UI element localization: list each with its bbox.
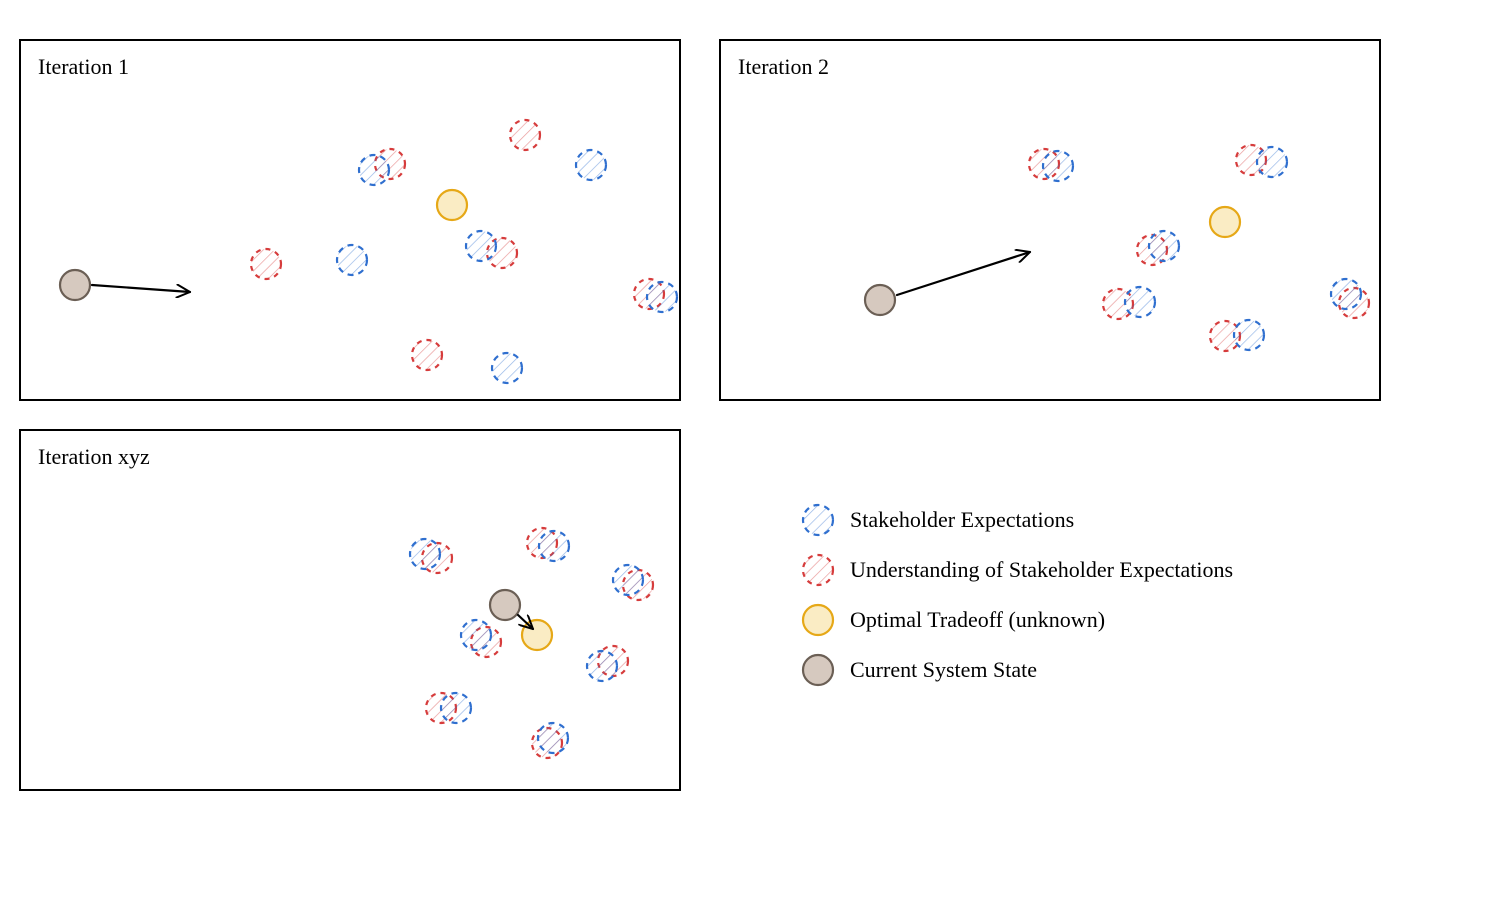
panel-iter2: Iteration 2 xyxy=(720,40,1380,400)
panel-frame xyxy=(720,40,1380,400)
panel-title: Iteration xyz xyxy=(38,444,150,469)
panel-frame xyxy=(20,40,680,400)
legend: Stakeholder Expectations Understanding of… xyxy=(803,505,1233,685)
legend-current-label: Current System State xyxy=(850,657,1037,682)
panel-title: Iteration 1 xyxy=(38,54,129,79)
legend-stakeholder-label: Stakeholder Expectations xyxy=(850,507,1074,532)
panel-title: Iteration 2 xyxy=(738,54,829,79)
panel-frame xyxy=(20,430,680,790)
panel-iter1: Iteration 1 xyxy=(20,40,680,400)
legend-optimal-label: Optimal Tradeoff (unknown) xyxy=(850,607,1105,632)
diagram-canvas: Iteration 1 Iteration 2 Iteration xyz Stake… xyxy=(0,0,1500,900)
legend-understanding-label: Understanding of Stakeholder Expectation… xyxy=(850,557,1233,582)
panel-iterxyz: Iteration xyz xyxy=(20,430,680,790)
